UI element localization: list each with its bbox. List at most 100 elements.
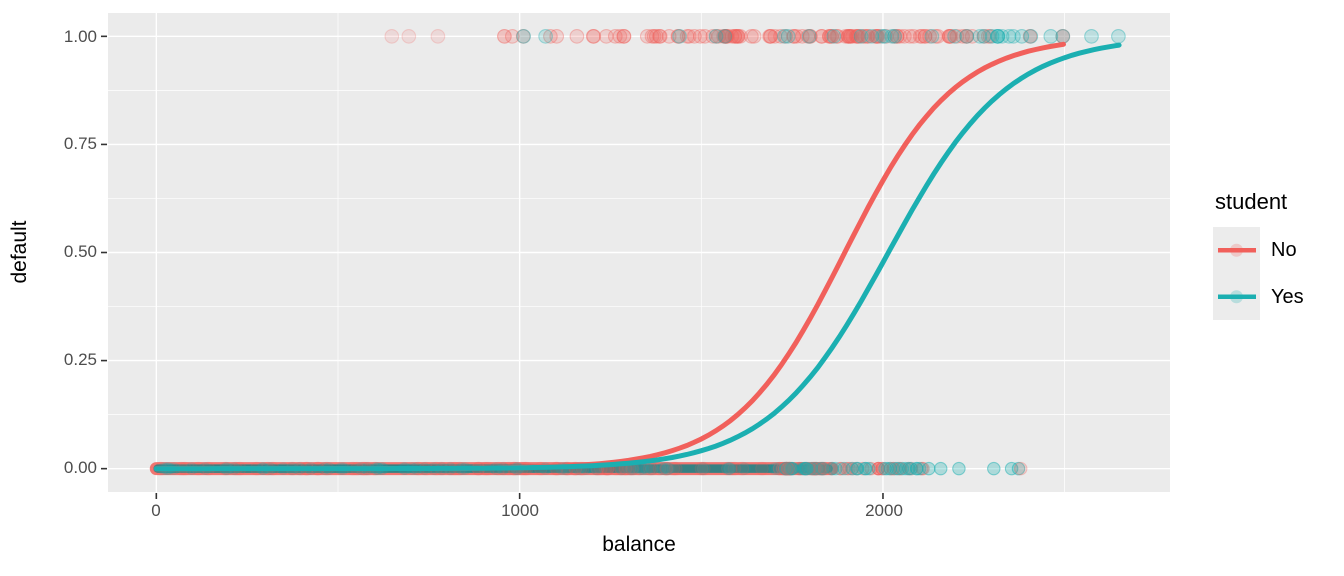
- data-point: [777, 461, 792, 476]
- data-point: [767, 28, 783, 44]
- legend-keys: [1213, 227, 1260, 320]
- data-point: [775, 461, 790, 476]
- data-point: [886, 28, 902, 44]
- data-point: [901, 461, 916, 476]
- data-point: [830, 28, 846, 44]
- data-point: [959, 28, 975, 44]
- data-point: [801, 462, 815, 476]
- data-point: [786, 28, 801, 44]
- data-point: [779, 461, 793, 476]
- data-point: [709, 28, 724, 44]
- data-point: [912, 28, 928, 44]
- data-point: [840, 28, 856, 44]
- data-point: [883, 461, 898, 476]
- data-point: [696, 461, 711, 476]
- data-point: [659, 461, 674, 476]
- data-point: [856, 461, 870, 476]
- data-point: [1084, 28, 1099, 44]
- data-point: [607, 28, 623, 44]
- data-point: [770, 462, 784, 476]
- data-point: [727, 28, 743, 44]
- data-point: [987, 461, 1001, 476]
- data-point: [744, 28, 759, 44]
- data-point: [800, 28, 816, 44]
- data-point: [781, 461, 795, 476]
- data-point: [644, 28, 660, 44]
- data-point: [822, 28, 837, 44]
- data-point: [808, 461, 822, 476]
- x-tick-label: 2000: [865, 501, 903, 520]
- data-point: [430, 28, 446, 44]
- data-point: [723, 462, 736, 476]
- data-point: [730, 28, 746, 44]
- data-point: [904, 461, 919, 476]
- data-point: [812, 461, 827, 476]
- data-point: [808, 461, 822, 476]
- data-point: [616, 28, 632, 44]
- data-point: [705, 28, 721, 44]
- legend-key-yes: [1218, 290, 1256, 304]
- data-point: [670, 28, 686, 44]
- data-point: [763, 28, 778, 44]
- data-point: [732, 28, 748, 44]
- data-point: [1043, 28, 1059, 44]
- data-point: [816, 461, 830, 476]
- data-point: [809, 461, 824, 476]
- y-axis-title: default: [8, 220, 31, 284]
- data-point: [840, 461, 854, 476]
- data-point: [990, 28, 1005, 44]
- data-point: [845, 461, 859, 476]
- data-point: [842, 461, 856, 476]
- data-point: [878, 461, 892, 476]
- data-point: [730, 28, 746, 44]
- data-point: [851, 28, 867, 44]
- data-point: [949, 28, 965, 44]
- data-point: [943, 28, 959, 44]
- legend-label-yes: Yes: [1271, 286, 1304, 308]
- data-point: [694, 461, 709, 476]
- legend-key-no: [1218, 243, 1256, 257]
- data-point: [780, 461, 794, 476]
- data-point: [947, 28, 962, 44]
- data-point: [802, 28, 818, 44]
- data-point: [789, 28, 805, 44]
- data-point: [779, 461, 793, 476]
- data-point: [875, 28, 890, 44]
- data-point: [543, 28, 558, 44]
- data-point: [889, 28, 905, 44]
- y-tick-label: 0.50: [63, 242, 97, 261]
- data-point: [549, 28, 565, 44]
- data-point: [727, 28, 743, 44]
- data-point: [845, 28, 860, 44]
- data-point: [823, 28, 839, 44]
- data-point: [763, 28, 778, 44]
- data-point: [837, 461, 851, 476]
- data-point: [872, 28, 888, 44]
- data-point: [843, 28, 858, 44]
- data-point: [720, 28, 735, 44]
- data-point: [912, 461, 927, 476]
- data-point: [898, 461, 913, 476]
- data-point: [1023, 28, 1039, 44]
- data-point: [1022, 28, 1038, 44]
- data-point: [980, 28, 996, 44]
- data-point: [671, 28, 686, 44]
- data-point: [768, 462, 782, 476]
- data-point: [828, 461, 843, 476]
- scatter-points-top: [384, 28, 1126, 44]
- data-point: [795, 462, 809, 476]
- data-point: [384, 28, 400, 44]
- x-tick-label: 1000: [501, 501, 539, 520]
- data-point: [662, 462, 675, 476]
- data-point: [952, 461, 966, 476]
- data-point: [853, 28, 869, 44]
- data-point: [401, 28, 417, 44]
- data-point: [871, 461, 885, 476]
- data-point: [786, 28, 802, 44]
- data-point: [783, 461, 797, 476]
- data-point: [809, 461, 824, 476]
- data-point: [858, 461, 872, 476]
- data-point: [901, 461, 916, 476]
- data-point: [878, 28, 894, 44]
- data-point: [864, 28, 880, 44]
